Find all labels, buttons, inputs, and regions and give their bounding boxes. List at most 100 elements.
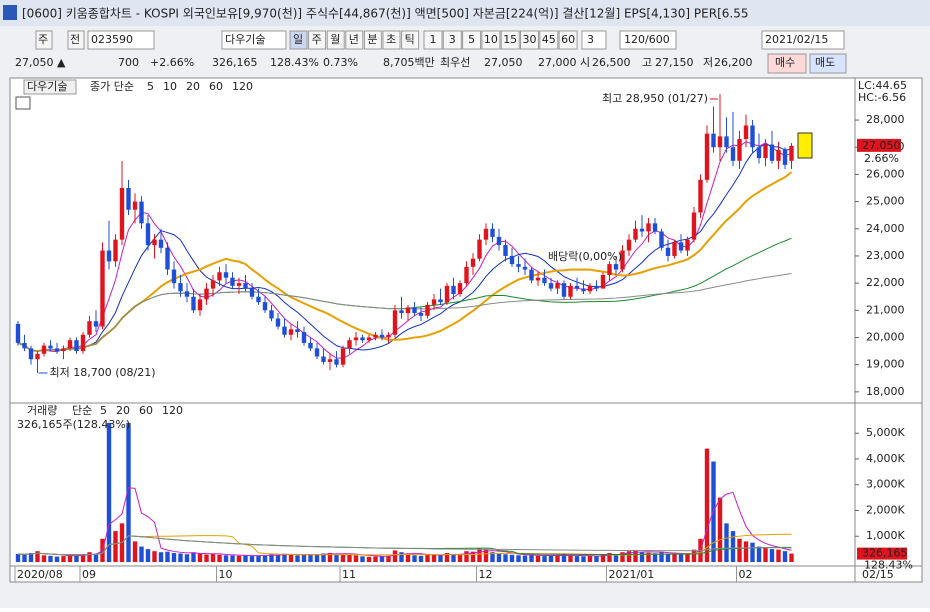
range-input[interactable] [619,30,677,50]
volume-bar [399,552,404,562]
volume-bar [652,553,658,562]
candle-body [555,283,560,289]
candle-body [61,348,66,352]
volume-bar [516,555,521,562]
y-tick-label: 21,000 [866,303,905,316]
quote-change: 700 [118,56,139,69]
interval-button[interactable] [481,30,501,50]
candle-body [503,245,508,256]
candle-body [496,236,502,246]
volume-bar [197,553,203,562]
candle-body [184,291,190,297]
candle-body [145,223,151,246]
interval-button[interactable] [442,30,462,50]
candle-body [698,179,703,213]
x-end-label: 02/15 [862,568,894,581]
y-tick-label: 18,000 [866,385,905,398]
volume-bar [165,551,170,562]
last-price-label: 27,050 [862,139,901,152]
volume-bar [470,551,476,562]
market-select[interactable] [35,30,53,50]
interval-button[interactable] [462,30,482,50]
legend-name: 다우기술 [27,80,67,93]
volume-y-tick-label: 3,000K [866,478,905,491]
volume-bar [249,556,255,562]
volume-bar [152,551,157,562]
volume-bar [288,554,294,562]
volume-bar [308,554,313,562]
volume-bar [587,555,593,562]
low-annotation: 최저 18,700 (08/21) [50,366,156,379]
window-title: [0600] 키움종합차트 - KOSPI 외국인보유[9,970(천)] 주식… [22,6,748,21]
interval-button[interactable] [558,30,578,50]
legend-ma-period: 120 [232,80,253,93]
volume-bar [412,555,417,562]
candle-body [22,342,27,349]
volume-bar [425,554,430,562]
volume-bar [548,555,554,562]
candle-body [568,285,573,297]
candle-body [776,149,781,161]
volume-bar [54,556,60,562]
candle-body [529,269,534,281]
interval-label: 1 [430,33,437,46]
candle-body [217,272,222,281]
candle-body [269,310,274,319]
candle-body [626,239,632,251]
candle-body [737,139,742,161]
title-bar [0,0,930,26]
candle-body [646,223,651,232]
candle-body [327,359,333,362]
name-input[interactable] [221,30,287,50]
candle-body [295,329,300,333]
bottom-toolbar [10,586,922,606]
candle-body [451,285,456,294]
sell-button[interactable] [809,53,847,74]
candle-body [373,334,378,338]
label: 3 [587,33,594,46]
candle-body [386,334,391,338]
volume-bar [490,552,495,562]
volume-bar [464,551,469,562]
period-button[interactable] [308,30,327,50]
label: 년 [349,33,359,46]
volume-bar [22,554,27,562]
volume-bar [743,541,749,562]
buy-button[interactable] [767,53,807,74]
scope-select[interactable] [67,30,85,50]
code-input[interactable] [87,30,155,50]
period-button[interactable] [363,30,382,50]
quote-open-label: 시 [580,56,590,69]
volume-bar [600,554,606,562]
candle-body [652,223,658,232]
sell-label: 매도 [815,56,835,69]
last-volume-label: 326,165 [862,547,908,560]
volume-bar [269,554,274,562]
volume-ma-period: 20 [116,404,130,417]
count-select[interactable] [581,30,607,50]
date-input[interactable] [761,30,845,50]
volume-bar [691,549,697,562]
period-button[interactable] [289,30,308,50]
period-button[interactable] [382,30,401,50]
interval-button[interactable] [500,30,520,50]
volume-ma-line [17,487,792,557]
volume-bar [717,497,723,562]
candle-body [347,340,352,349]
candle-body [119,188,125,240]
interval-button[interactable] [423,30,443,50]
candle-body [743,125,749,140]
interval-button[interactable] [539,30,559,50]
period-button[interactable] [326,30,345,50]
candle-body [35,353,40,360]
quote-ask: 27,050 [484,56,523,69]
interval-button[interactable] [520,30,539,50]
volume-bar [171,552,177,562]
period-button[interactable] [345,30,364,50]
window-icon [3,5,17,20]
volume-bar [93,553,99,562]
period-button[interactable] [401,30,420,50]
candle-body [750,125,755,148]
volume-bar [61,556,66,562]
